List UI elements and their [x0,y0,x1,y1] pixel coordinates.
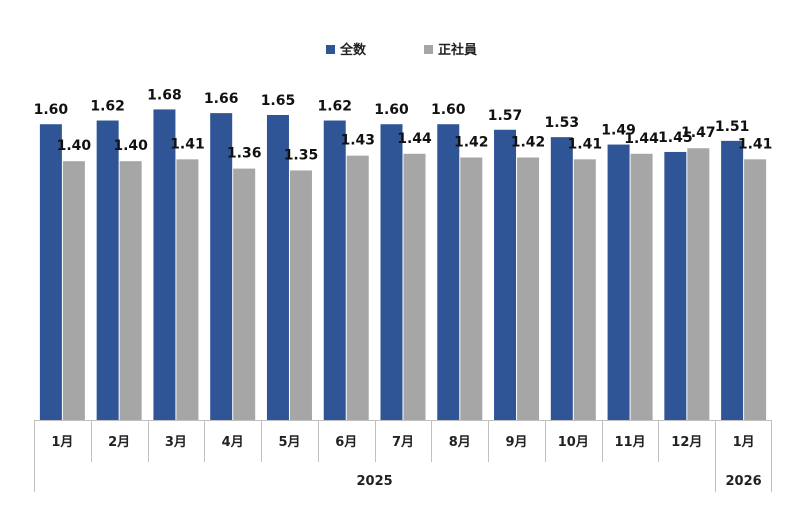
data-label-regular-10: 1.41 [568,136,603,152]
data-label-regular-8: 1.42 [454,134,489,150]
data-label-regular-3: 1.41 [170,136,205,152]
bar-total-1 [39,124,62,420]
data-label-regular-12: 1.47 [681,125,716,141]
data-label-regular-9: 1.42 [511,134,546,150]
bar-regular-6 [346,155,369,420]
bar-regular-12 [687,148,710,420]
legend-swatch-2 [424,45,433,54]
data-label-total-6: 1.62 [317,99,352,115]
data-label-total-3: 1.68 [147,87,182,103]
tick-label-11: 11月 [615,435,646,450]
data-label-regular-4: 1.36 [227,146,262,162]
data-label-regular-2: 1.40 [113,138,148,154]
data-label-total-13: 1.51 [715,119,750,135]
data-label-regular-11: 1.44 [624,131,659,147]
bars-group [39,109,767,421]
bar-total-4 [210,113,233,420]
bar-regular-7 [403,153,426,420]
bar-total-8 [437,124,460,420]
data-label-regular-13: 1.41 [738,136,773,152]
bar-total-3 [153,109,176,420]
data-label-regular-7: 1.44 [397,131,432,147]
data-label-regular-5: 1.35 [284,147,319,163]
category-axis: 1月 2月 3月 4月 5月 6月 7月 8月 9月 10月 11月 12月 1月 2025 2026 [34,420,772,492]
bar-regular-2 [119,161,142,420]
data-label-total-7: 1.60 [374,102,409,118]
data-label-regular-6: 1.43 [340,133,375,149]
data-label-total-5: 1.65 [261,93,296,109]
data-label-total-12: 1.45 [658,130,693,146]
bar-total-6 [323,120,346,420]
tick-label-5: 5月 [278,435,300,450]
legend-label-2: 正社員 [438,42,477,58]
data-label-total-1: 1.60 [34,102,69,118]
bar-total-13 [721,140,744,420]
bar-total-7 [380,124,403,420]
bar-regular-11 [630,153,653,420]
data-label-total-11: 1.49 [601,123,636,139]
bar-total-11 [607,144,630,421]
bar-regular-3 [176,159,199,420]
tick-label-1: 1月 [51,435,73,450]
tick-label-2: 2月 [108,435,130,450]
legend-label-1: 全数 [339,42,367,58]
tick-label-4: 4月 [222,435,244,450]
year-label-2: 2026 [726,474,762,489]
data-label-total-10: 1.53 [545,115,580,131]
bar-total-12 [664,151,687,420]
data-labels-group: 1.60 1.40 1.62 1.40 1.68 1.41 1.66 1.36 1.65 1.35… [34,87,773,163]
bar-regular-9 [517,157,540,421]
tick-label-7: 7月 [392,435,414,450]
data-label-total-4: 1.66 [204,91,239,107]
bar-regular-10 [573,159,596,420]
data-label-regular-1: 1.40 [57,138,92,154]
bar-total-2 [96,120,119,420]
bar-regular-4 [233,168,256,420]
data-label-total-8: 1.60 [431,102,466,118]
bar-regular-13 [744,159,767,420]
year-label-1: 2025 [357,474,393,489]
tick-label-6: 6月 [335,435,357,450]
tick-label-3: 3月 [165,435,187,450]
data-label-total-9: 1.57 [488,108,523,124]
bar-total-9 [494,129,517,421]
legend: 全数 正社員 [326,42,477,58]
bar-total-10 [550,137,573,421]
tick-label-8: 8月 [449,435,471,450]
bar-regular-8 [460,157,483,421]
bar-regular-1 [62,161,85,420]
tick-label-10: 10月 [558,435,589,450]
legend-swatch-1 [326,45,335,54]
data-label-total-2: 1.62 [90,99,125,115]
tick-label-13: 1月 [733,435,755,450]
tick-label-12: 12月 [671,435,702,450]
tick-label-9: 9月 [506,435,528,450]
bar-total-5 [266,114,289,421]
bar-regular-5 [289,170,312,420]
